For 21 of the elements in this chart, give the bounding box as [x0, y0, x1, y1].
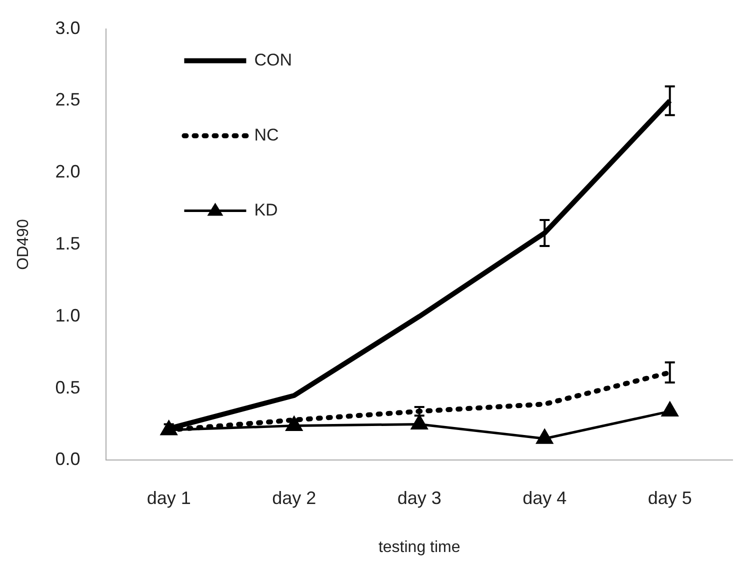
y-axis-title: OD490	[15, 219, 32, 270]
x-tick-label: day 1	[146, 488, 191, 508]
y-tick-label: 0.5	[55, 377, 80, 398]
x-tick-label: day 5	[648, 488, 692, 508]
x-tick-label: day 4	[522, 488, 567, 508]
point	[286, 416, 302, 431]
x-tick-label: day 3	[397, 488, 442, 508]
legend-label: KD	[254, 200, 278, 220]
y-tick-label: 1.0	[55, 305, 80, 326]
point	[411, 415, 428, 430]
legend-label: CON	[254, 50, 292, 70]
y-tick-label: 1.5	[55, 233, 80, 254]
legend-label: NC	[254, 125, 279, 144]
y-tick-label: 0.0	[55, 449, 80, 470]
y-tick-label: 2.5	[55, 90, 80, 110]
y-tick-label: 2.0	[55, 162, 80, 182]
x-tick-label: day 2	[272, 488, 316, 508]
y-tick-label: 3.0	[55, 18, 80, 38]
point	[536, 429, 553, 444]
x-axis-title: testing time	[378, 538, 460, 556]
point	[662, 402, 678, 417]
